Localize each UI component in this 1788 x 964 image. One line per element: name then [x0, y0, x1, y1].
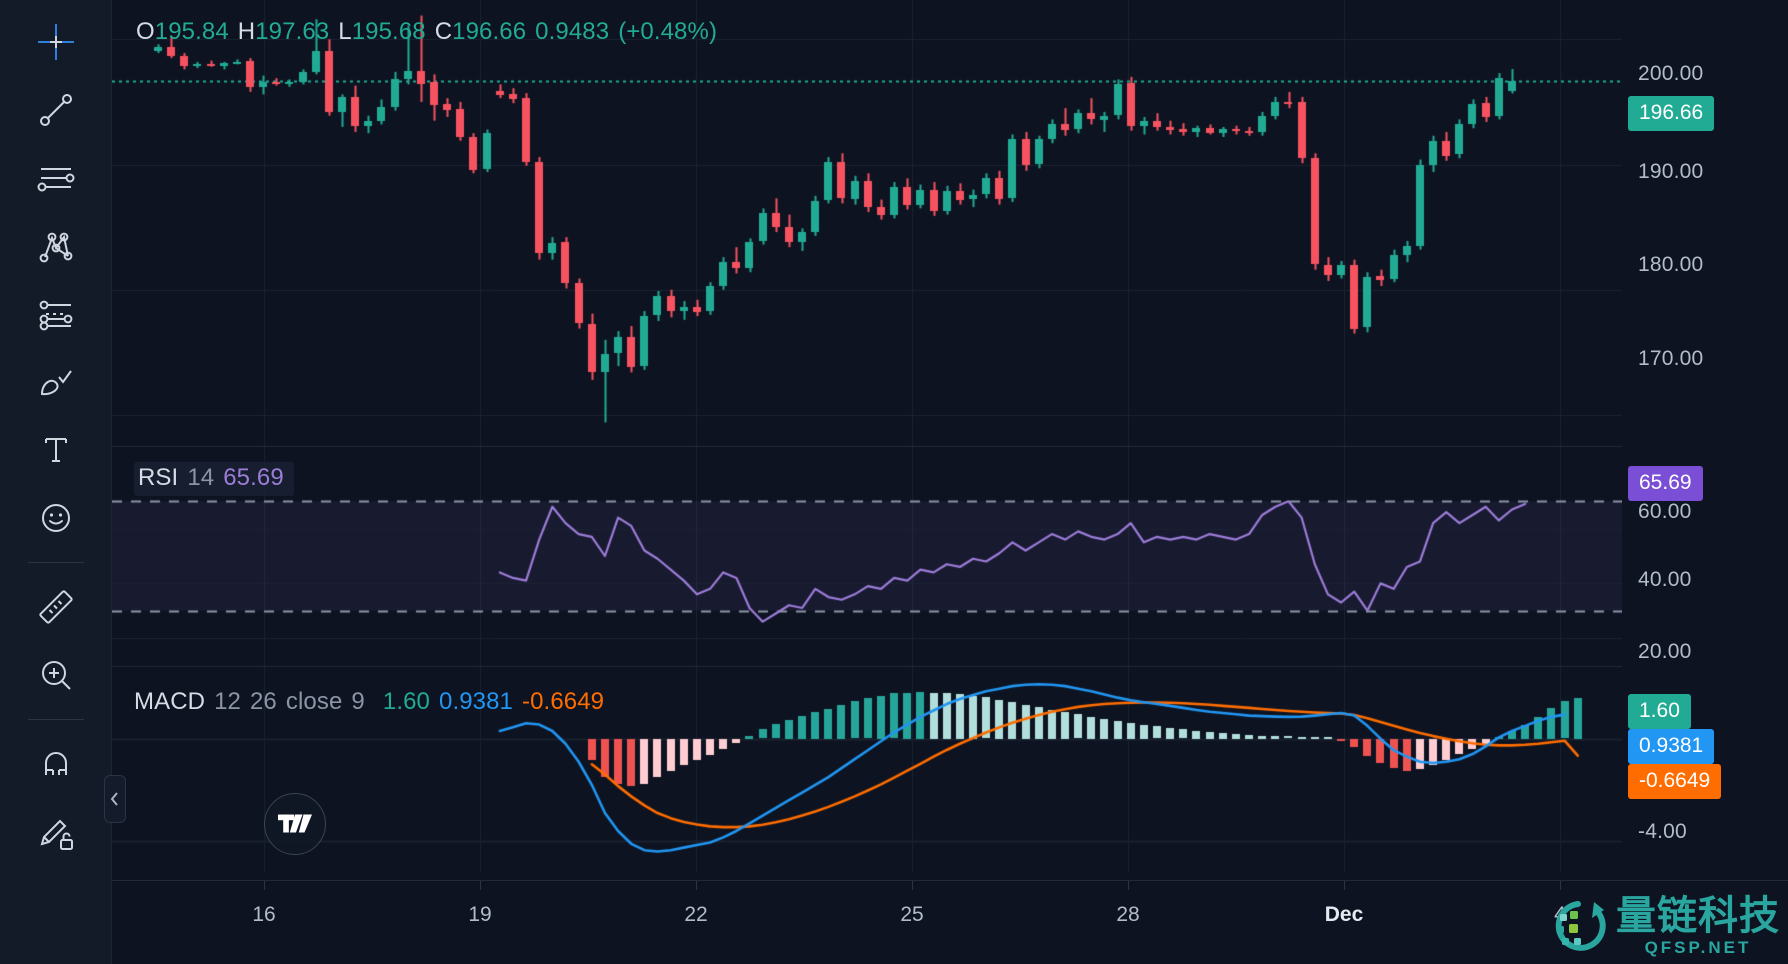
- magnet-tool[interactable]: [24, 732, 88, 796]
- ohlc-o-value: 195.84: [154, 18, 229, 45]
- zoom-in-tool[interactable]: [24, 643, 88, 707]
- rsi-axis-label: 20.00: [1638, 640, 1692, 663]
- emoji-tool[interactable]: [24, 486, 88, 550]
- rsi-axis-label: 40.00: [1638, 568, 1692, 591]
- chart-area[interactable]: O195.84 H197.63 L195.68 C196.66 0.9483 (+0.48…: [112, 0, 1788, 964]
- last-price-badge: 196.66: [1628, 96, 1715, 131]
- time-axis[interactable]: 16 19 22 25 28 Dec 4: [112, 880, 1788, 964]
- ohlc-h-key: H: [237, 18, 256, 45]
- toolbar-collapse-button[interactable]: [104, 775, 126, 823]
- price-axis-label: 180.00: [1638, 253, 1704, 276]
- macd-line-value: 0.9381: [439, 688, 514, 715]
- macd-title: MACD: [134, 688, 206, 715]
- price-axis-label: 200.00: [1638, 62, 1704, 85]
- drawing-toolbar: [0, 0, 112, 964]
- rsi-value-badge: 65.69: [1628, 466, 1703, 501]
- text-tool[interactable]: [24, 418, 88, 482]
- macd-axis-label: -4.00: [1638, 820, 1687, 843]
- ohlc-change-pct: (+0.48%): [618, 18, 718, 45]
- tradingview-logo-icon: [278, 814, 312, 833]
- ohlc-l-key: L: [338, 18, 352, 45]
- price-axis-label: 190.00: [1638, 160, 1704, 183]
- time-axis-label: 25: [900, 903, 924, 926]
- time-axis-label: 16: [252, 903, 276, 926]
- toolbar-divider-1: [27, 562, 84, 563]
- price-axis[interactable]: 200.00 196.66 190.00 180.00 170.00 65.69…: [1622, 0, 1788, 880]
- ohlc-l-value: 195.68: [351, 18, 426, 45]
- macd-fast: 12: [214, 688, 241, 715]
- trend-line-tool[interactable]: [24, 78, 88, 142]
- watermark-en-text: QFSP.NET: [1644, 938, 1752, 957]
- rsi-axis-label: 60.00: [1638, 500, 1692, 523]
- lock-drawings-tool[interactable]: [24, 800, 88, 864]
- fib-retracement-tool[interactable]: [24, 146, 88, 210]
- macd-line-badge: 0.9381: [1628, 729, 1715, 764]
- macd-hist-value: 1.60: [382, 688, 430, 715]
- ohlc-c-key: C: [434, 18, 453, 45]
- qfsp-logo-icon: [1555, 901, 1606, 951]
- time-axis-label: 22: [684, 903, 708, 926]
- ohlc-h-value: 197.63: [255, 18, 330, 45]
- macd-legend[interactable]: MACD 12 26 close 9 1.60 0.9381 -0.6649: [134, 688, 604, 716]
- macd-slow: 26: [249, 688, 277, 715]
- macd-source: close: [285, 688, 343, 715]
- chart-canvas[interactable]: [112, 0, 1622, 880]
- time-axis-label: 28: [1116, 903, 1140, 926]
- chevron-left-icon: [110, 792, 118, 806]
- ohlc-o-key: O: [136, 18, 155, 45]
- rsi-title: RSI: [138, 464, 179, 491]
- rsi-length: 14: [187, 464, 215, 491]
- rsi-value: 65.69: [223, 464, 284, 491]
- macd-hist-badge: 1.60: [1628, 694, 1691, 729]
- gann-box-tool[interactable]: [24, 282, 88, 346]
- time-axis-label: 19: [468, 903, 492, 926]
- watermark-cn-text: 量链科技: [1616, 893, 1780, 939]
- rsi-legend[interactable]: RSI 14 65.69: [134, 462, 294, 496]
- price-axis-label: 170.00: [1638, 347, 1704, 370]
- ohlc-c-value: 196.66: [452, 18, 527, 45]
- macd-signal-length: 9: [351, 688, 365, 715]
- tradingview-logo[interactable]: [264, 793, 326, 855]
- crosshair-tool[interactable]: [24, 10, 88, 74]
- brush-tool[interactable]: [24, 350, 88, 414]
- ohlc-change: 0.9483: [535, 18, 610, 45]
- measure-tool[interactable]: [24, 575, 88, 639]
- pitchfork-tool[interactable]: [24, 214, 88, 278]
- watermark: 量链科技 QFSP.NET: [1548, 896, 1780, 958]
- macd-signal-value: -0.6649: [522, 688, 605, 715]
- macd-signal-badge: -0.6649: [1628, 764, 1722, 799]
- time-axis-label: Dec: [1324, 903, 1364, 926]
- toolbar-divider-2: [27, 719, 84, 720]
- ohlc-legend: O195.84 H197.63 L195.68 C196.66 0.9483 (+0.48…: [136, 18, 717, 46]
